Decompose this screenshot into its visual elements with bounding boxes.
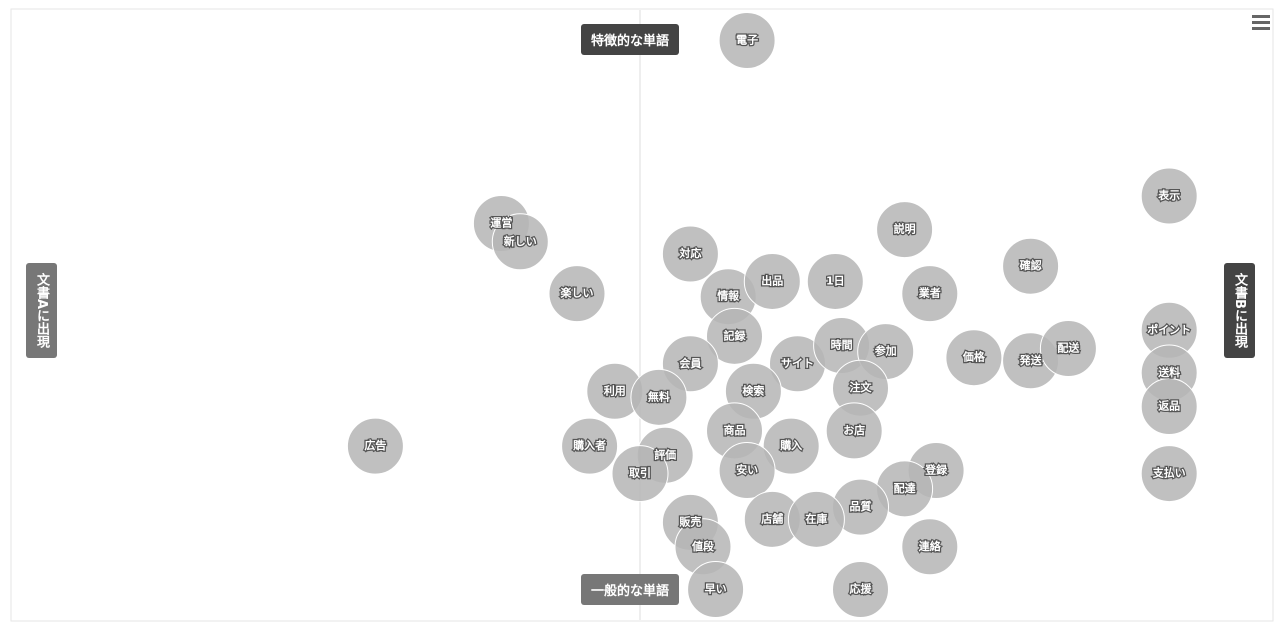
bubble <box>806 252 864 310</box>
bubble-label: 登録 <box>924 463 948 477</box>
bubble-label: 品質 <box>850 499 872 513</box>
bubble-label: 記録 <box>724 328 747 342</box>
bubble-label: 電子 <box>736 34 758 47</box>
bubble-label: 連絡 <box>919 539 942 553</box>
bubble-label: 楽しい <box>560 286 594 300</box>
bubble <box>346 417 404 475</box>
bubble-label: 参加 <box>875 344 897 358</box>
bubble-label: 利用 <box>604 383 626 397</box>
bubble-label: 注文 <box>850 380 873 394</box>
bubble-label: 購入 <box>779 438 802 452</box>
bubble <box>1140 445 1198 503</box>
bubble-label: 情報 <box>717 289 740 303</box>
bubble <box>706 307 763 365</box>
bubble-label: 説明 <box>894 222 916 236</box>
bubble-label: 店舗 <box>761 511 783 525</box>
bubble-label: お店 <box>843 423 865 437</box>
bubble <box>661 225 719 283</box>
bubble <box>687 561 745 618</box>
top-axis-label: 特徴的な単語 <box>581 24 680 55</box>
bubble-label: サイト <box>781 357 814 370</box>
bubble-label: 配送 <box>1057 341 1080 355</box>
bubble-label: 無料 <box>648 389 670 403</box>
bubble-label: 運営 <box>490 216 512 230</box>
bubble-label: 安い <box>736 463 758 477</box>
bubble <box>832 561 889 618</box>
bubble-label: 出品 <box>761 273 783 287</box>
bubble <box>1002 237 1060 295</box>
left-axis-label: 文書Aに出現 <box>26 263 57 359</box>
bubble <box>1140 378 1198 435</box>
plot-border <box>10 8 1274 622</box>
bubble <box>1140 167 1198 225</box>
menu-icon[interactable] <box>1252 15 1270 30</box>
bubble-label: 時間 <box>831 338 853 352</box>
bubble-label: 応援 <box>850 582 873 596</box>
bubble-label: 業者 <box>918 286 941 300</box>
bubble-label: 評価 <box>654 447 676 461</box>
bubble <box>611 445 669 503</box>
bubble <box>743 252 801 310</box>
bubble-label: 在庫 <box>805 511 827 525</box>
bubble <box>762 417 820 475</box>
bubble-label: 1日 <box>826 274 845 287</box>
bubble-label: 販売 <box>679 514 701 528</box>
bubble-label: 商品 <box>724 423 746 437</box>
bubble <box>876 201 934 259</box>
bubble <box>548 265 606 323</box>
bubble <box>1039 320 1097 378</box>
bubble-label: 検索 <box>742 383 764 397</box>
bubble <box>787 490 845 548</box>
bubble <box>901 265 959 323</box>
bubble-label: 送料 <box>1157 365 1180 379</box>
bubble <box>945 329 1003 387</box>
bubble-label: 新しい <box>504 234 537 248</box>
bubble-label: 確認 <box>1020 258 1042 272</box>
bubble-label: 購入者 <box>572 438 606 452</box>
bubble-label: 値段 <box>691 539 714 553</box>
right-axis-label: 文書Bに出現 <box>1224 263 1255 358</box>
bubble-label: 会員 <box>679 356 701 370</box>
bubble-label: 配達 <box>894 481 916 495</box>
bubble-label: 支払い <box>1152 466 1186 480</box>
bubble-label: 表示 <box>1157 188 1180 202</box>
bubble <box>718 442 776 500</box>
bubble-label: 取引 <box>629 466 651 480</box>
bubble-label: 対応 <box>678 246 701 260</box>
bubble-label: 早い <box>705 583 727 596</box>
bottom-axis-label: 一般的な単語 <box>581 574 680 605</box>
bubble-label: ポイント <box>1147 322 1191 336</box>
bubble <box>491 213 549 271</box>
bubble-label: 価格 <box>962 350 986 364</box>
bubble <box>825 402 883 460</box>
bubble-label: 発送 <box>1019 353 1043 367</box>
bubble-label: 広告 <box>364 438 386 452</box>
bubble <box>561 417 619 475</box>
bubble <box>901 518 959 576</box>
bubble-label: 返品 <box>1158 399 1180 413</box>
bubble <box>718 12 776 69</box>
bubble <box>630 368 688 426</box>
